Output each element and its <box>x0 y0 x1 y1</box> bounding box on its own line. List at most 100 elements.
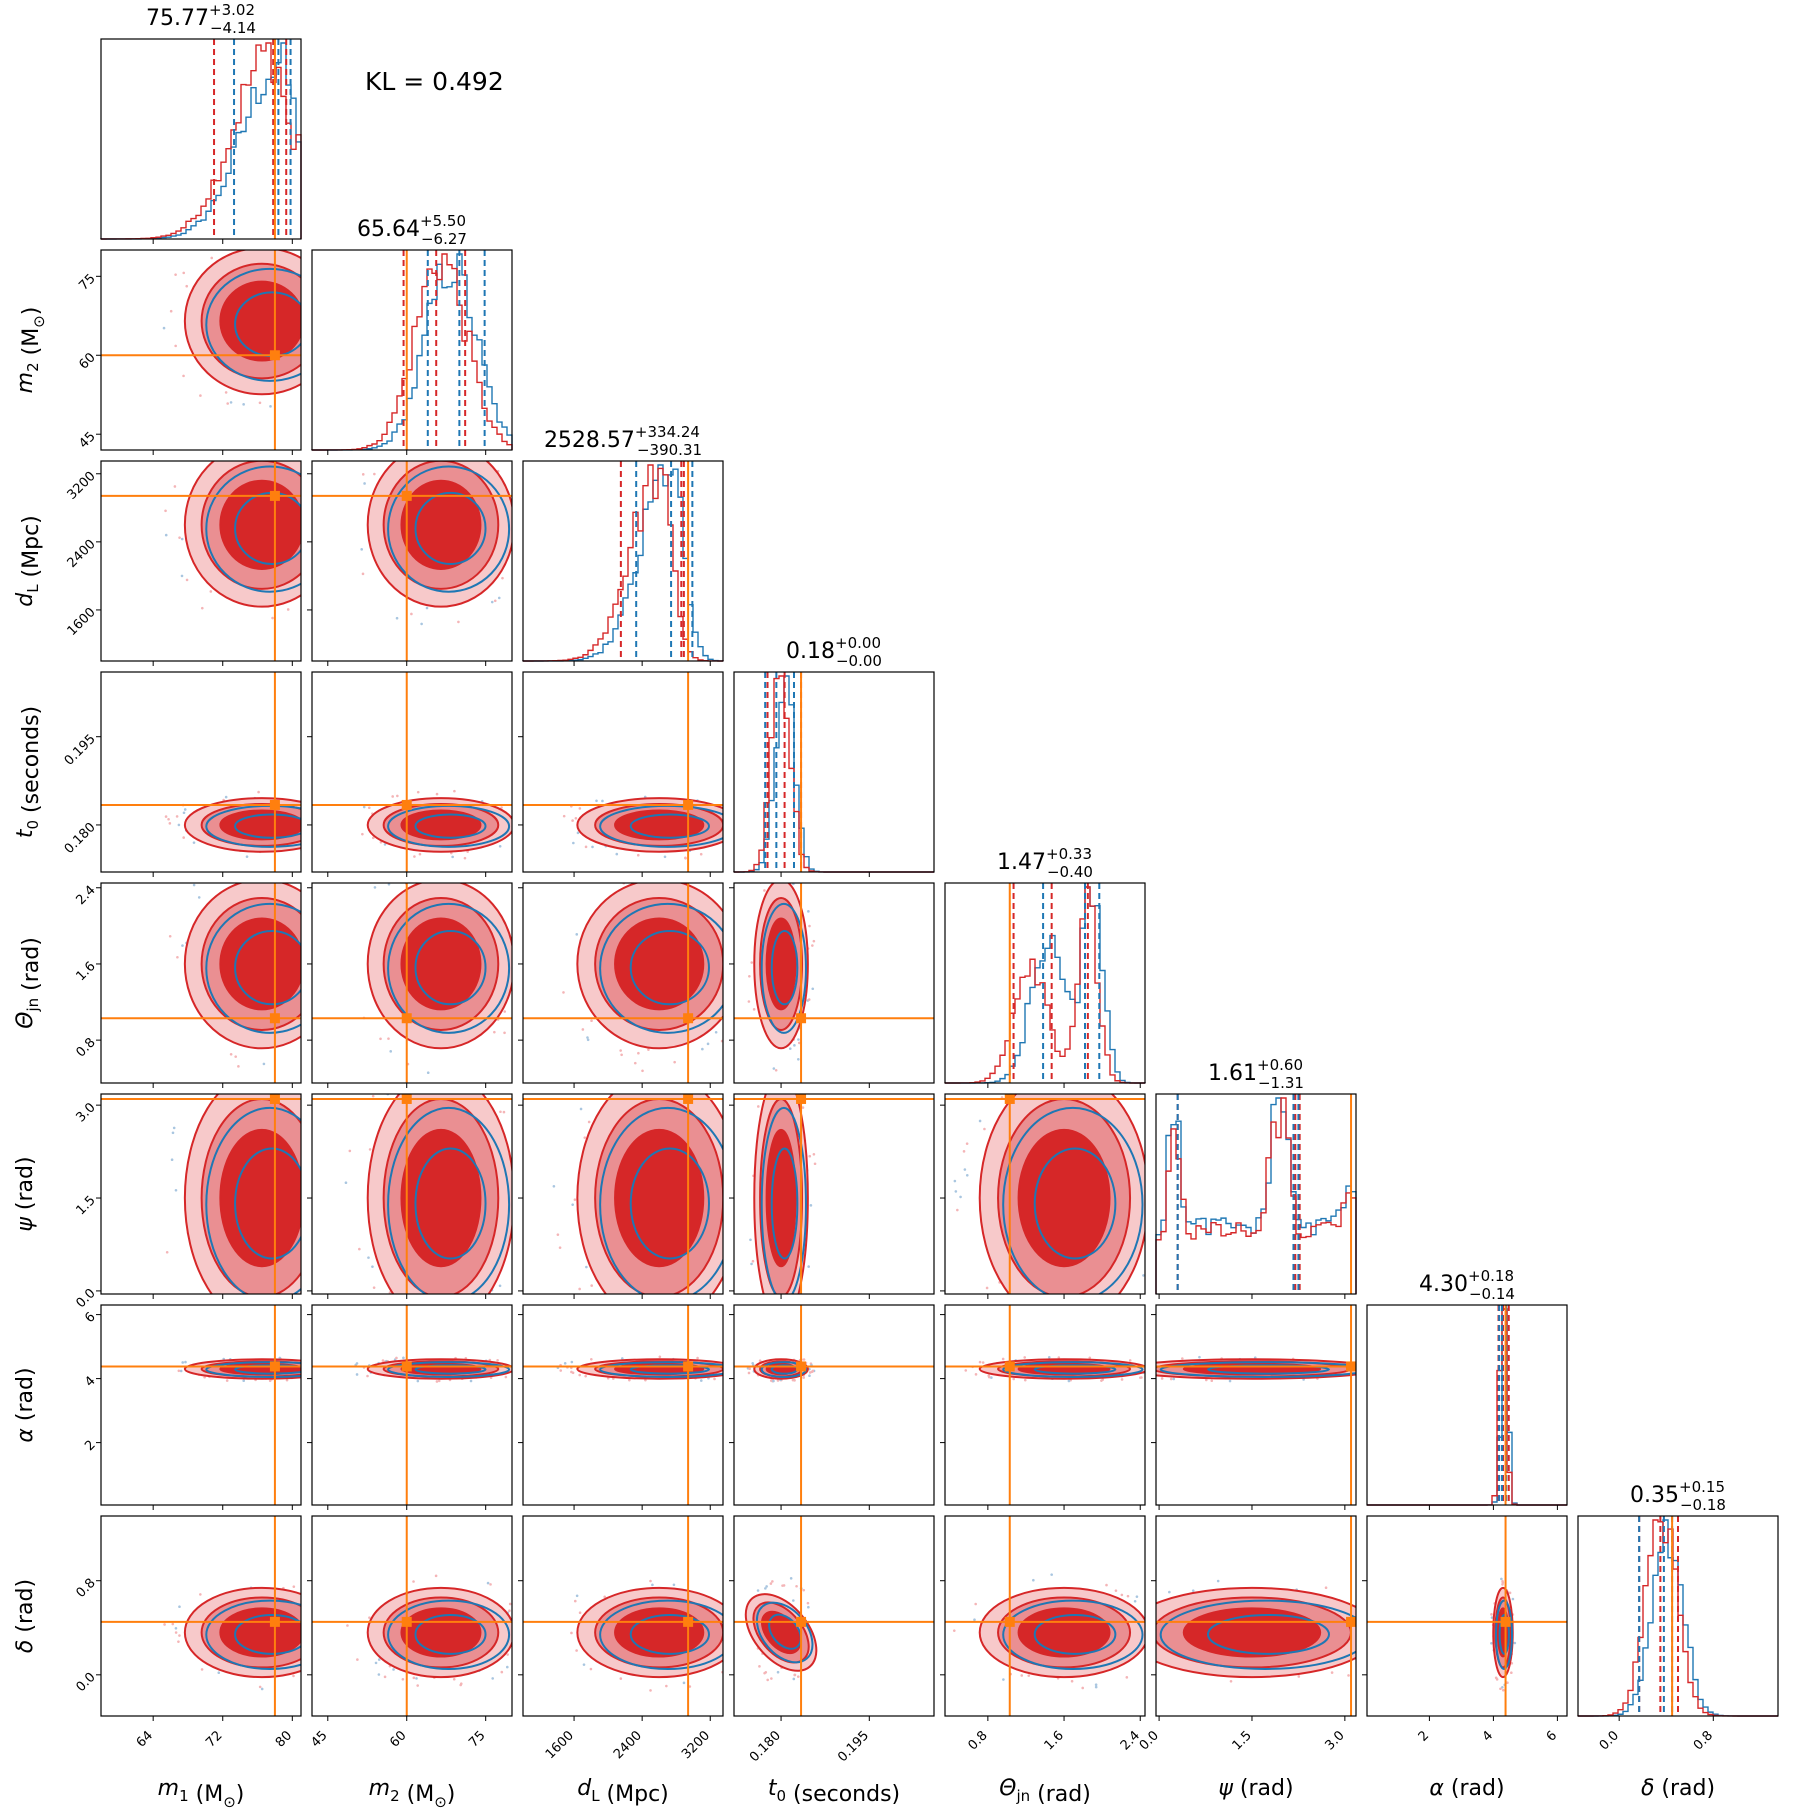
x-tick-label: 0.8 <box>965 1728 990 1753</box>
sample-point <box>758 1665 761 1668</box>
sample-point <box>1081 1686 1085 1690</box>
sample-point <box>235 437 238 440</box>
sample-point <box>516 931 519 934</box>
sample-point <box>1495 1678 1499 1681</box>
contour-blue-outer <box>205 465 301 593</box>
sample-point <box>334 1359 337 1362</box>
sample-point <box>513 456 516 459</box>
sample-point <box>466 432 469 435</box>
sample-point <box>1358 1658 1361 1661</box>
sample-point <box>174 344 177 348</box>
sample-point <box>965 1173 969 1177</box>
y-tick-label: 1600 <box>65 605 99 639</box>
sample-point <box>1501 1685 1504 1689</box>
sample-point <box>379 1037 382 1041</box>
sample-point <box>735 1627 738 1630</box>
sample-point <box>515 566 518 569</box>
sample-point <box>338 1120 341 1123</box>
panel-frame <box>100 1093 302 1295</box>
sample-point <box>985 1286 989 1290</box>
sample-point <box>725 808 728 811</box>
x-tick-label: 2 <box>1416 1728 1432 1744</box>
sample-point <box>792 1677 796 1681</box>
y-tick-label: 0.8 <box>73 1576 98 1601</box>
sample-point <box>1401 1647 1404 1650</box>
sample-point <box>302 1030 305 1033</box>
sample-point <box>468 431 471 434</box>
sample-point <box>1513 1641 1517 1645</box>
sample-point <box>329 844 332 847</box>
sample-point <box>526 1179 529 1182</box>
contour-blue-inner <box>629 1364 710 1375</box>
panel-frame <box>100 38 302 240</box>
panel-delta-dl: 1600 2400 3200 <box>518 1515 745 1762</box>
sample-point <box>515 1208 518 1211</box>
sample-point <box>1027 1674 1031 1677</box>
sample-point <box>425 606 429 610</box>
sample-point <box>328 980 331 983</box>
sample-point <box>326 885 329 888</box>
sample-point <box>306 938 309 941</box>
sample-point <box>811 944 814 947</box>
sample-point <box>339 932 342 935</box>
sample-point <box>340 553 343 556</box>
sample-point <box>732 1299 735 1302</box>
sample-point <box>192 447 195 450</box>
sample-point <box>630 874 633 877</box>
sample-point <box>747 1000 751 1003</box>
panel-psi-theta <box>940 1093 1146 1299</box>
sample-point <box>347 1173 350 1176</box>
sample-point <box>811 1369 815 1373</box>
y-tick-label: 2400 <box>65 537 99 571</box>
sample-point <box>620 1321 623 1324</box>
sample-point <box>1147 1370 1150 1373</box>
sample-point <box>747 1225 750 1228</box>
sample-point <box>373 886 377 889</box>
sample-point <box>258 1685 262 1689</box>
contour-blue-outer <box>387 1599 511 1670</box>
sample-point <box>224 391 228 394</box>
truth-marker <box>683 1094 694 1104</box>
sample-point <box>368 1616 371 1619</box>
truth-marker <box>796 1361 807 1372</box>
sample-point <box>181 944 184 947</box>
sample-point <box>699 1379 703 1382</box>
sample-point <box>1172 1377 1176 1381</box>
sample-point <box>181 1361 185 1364</box>
sample-point <box>372 1286 376 1289</box>
sample-point <box>742 1607 745 1610</box>
sample-point <box>797 1041 801 1045</box>
y-tick-label: 75 <box>76 271 98 293</box>
sample-point <box>658 1355 662 1359</box>
sample-point <box>317 840 320 843</box>
sample-point <box>1390 1363 1393 1366</box>
sample-point <box>802 1376 805 1379</box>
sample-point <box>262 1062 266 1066</box>
sample-point <box>340 1274 343 1277</box>
contour-blue-inner <box>234 929 301 1006</box>
sample-point <box>401 1677 405 1681</box>
sample-point <box>302 1215 305 1218</box>
marginal-title: 2528.57+334.24 −390.31 <box>544 423 702 459</box>
marginal-title: 0.18+0.00 −0.00 <box>786 634 882 670</box>
panel-frame <box>733 882 935 1084</box>
sample-point <box>343 305 346 308</box>
sample-point <box>381 451 384 454</box>
truth-marker <box>1500 1616 1511 1627</box>
sample-point <box>663 855 667 859</box>
sample-point <box>307 826 310 829</box>
sample-point <box>774 1329 777 1332</box>
sample-point <box>1229 1679 1233 1683</box>
sample-point <box>307 585 310 588</box>
sample-point <box>331 1261 334 1264</box>
panel-psi-t0 <box>729 1093 935 1332</box>
panel-theta-t0 <box>729 882 935 1088</box>
panel-frame <box>311 882 513 1084</box>
sample-point <box>688 1685 692 1688</box>
sample-point <box>374 1661 378 1665</box>
sample-point <box>1396 1365 1399 1368</box>
contour-blue-outer <box>387 902 511 1034</box>
sample-point <box>434 1300 437 1303</box>
sample-point <box>361 572 365 576</box>
panel-delta-theta: 0.8 1.6 2.4 <box>940 1515 1146 1753</box>
